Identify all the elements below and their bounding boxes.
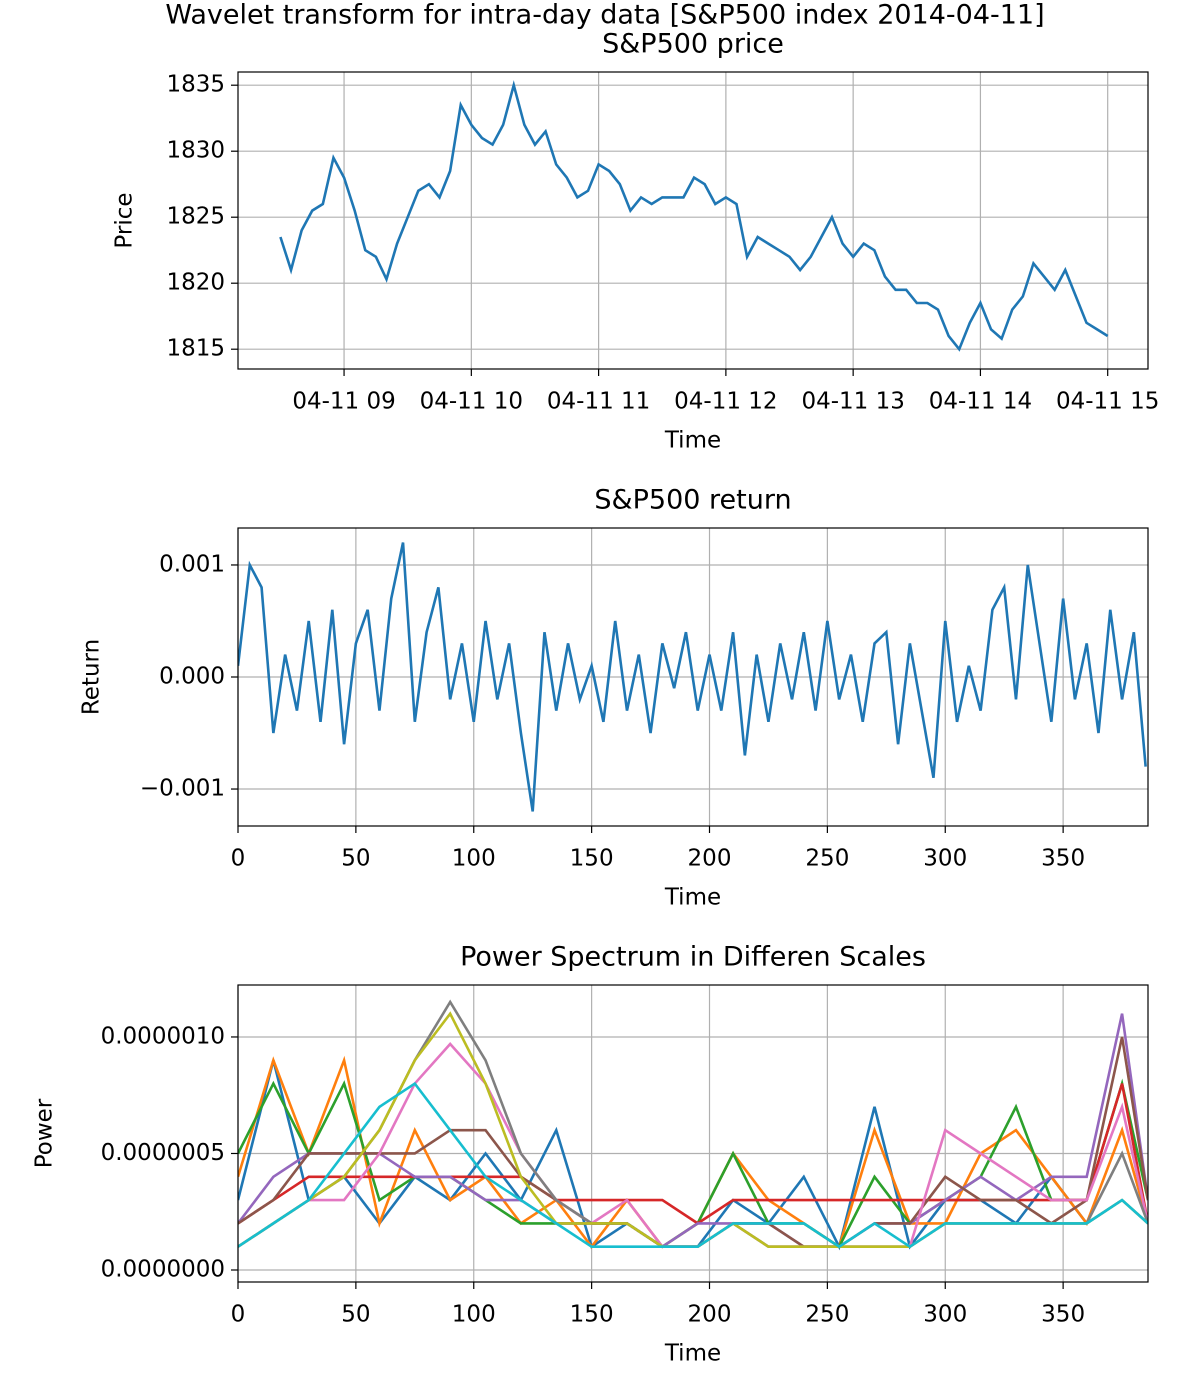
x-tick-label: 350 (1041, 846, 1085, 872)
y-tick-label: 1830 (166, 138, 225, 164)
x-tick-label: 300 (923, 846, 967, 872)
axes-title: Power Spectrum in Differen Scales (460, 942, 926, 973)
y-tick-label: 0.0000010 (101, 1023, 225, 1049)
data-line (238, 542, 1147, 812)
y-tick-label: −0.001 (140, 776, 225, 802)
x-tick-label: 50 (341, 1302, 370, 1328)
y-tick-label: 0.001 (159, 551, 225, 577)
data-line (238, 1013, 1148, 1249)
x-tick-label: 100 (452, 1302, 496, 1328)
y-axis-label: Return (79, 639, 105, 715)
x-tick-label: 300 (923, 1302, 967, 1328)
axes-frame (237, 527, 1149, 827)
x-tick-label: 100 (452, 846, 496, 872)
x-tick-label: 04-11 09 (292, 389, 395, 415)
axes-frame (237, 984, 1149, 1283)
y-tick-label: 1820 (166, 270, 225, 296)
axes-title: S&P500 return (594, 485, 791, 516)
x-tick-label: 04-11 15 (1056, 389, 1159, 415)
x-tick-label: 200 (688, 846, 732, 872)
x-tick-label: 0 (231, 846, 246, 872)
x-tick-label: 0 (231, 1302, 246, 1328)
x-tick-label: 250 (805, 846, 849, 872)
y-tick-label: 1825 (166, 204, 225, 230)
x-tick-label: 04-11 13 (801, 389, 904, 415)
x-tick-label: 04-11 10 (420, 389, 523, 415)
axes-frame (237, 71, 1149, 370)
y-tick-label: 1815 (166, 336, 225, 362)
y-axis-label: Power (32, 1098, 58, 1168)
y-tick-label: 0.000 (159, 664, 225, 690)
figure-title: Wavelet transform for intra-day data [S&… (165, 0, 1044, 31)
x-axis-label: Time (664, 1341, 721, 1367)
x-axis-label: Time (664, 428, 721, 454)
data-line (279, 80, 1109, 352)
x-tick-label: 150 (570, 846, 614, 872)
x-tick-label: 200 (688, 1302, 732, 1328)
y-tick-label: 0.0000000 (101, 1256, 225, 1282)
data-line (238, 1081, 1148, 1249)
x-tick-label: 04-11 12 (674, 389, 777, 415)
y-tick-label: 1835 (166, 72, 225, 98)
x-axis-label: Time (664, 885, 721, 911)
x-tick-label: 04-11 11 (547, 389, 650, 415)
x-tick-label: 150 (570, 1302, 614, 1328)
y-axis-label: Price (112, 192, 138, 248)
x-tick-label: 50 (341, 846, 370, 872)
axes-title: S&P500 price (602, 29, 784, 60)
x-tick-label: 350 (1041, 1302, 1085, 1328)
x-tick-label: 250 (805, 1302, 849, 1328)
y-tick-label: 0.0000005 (101, 1140, 225, 1166)
x-tick-label: 04-11 14 (929, 389, 1032, 415)
